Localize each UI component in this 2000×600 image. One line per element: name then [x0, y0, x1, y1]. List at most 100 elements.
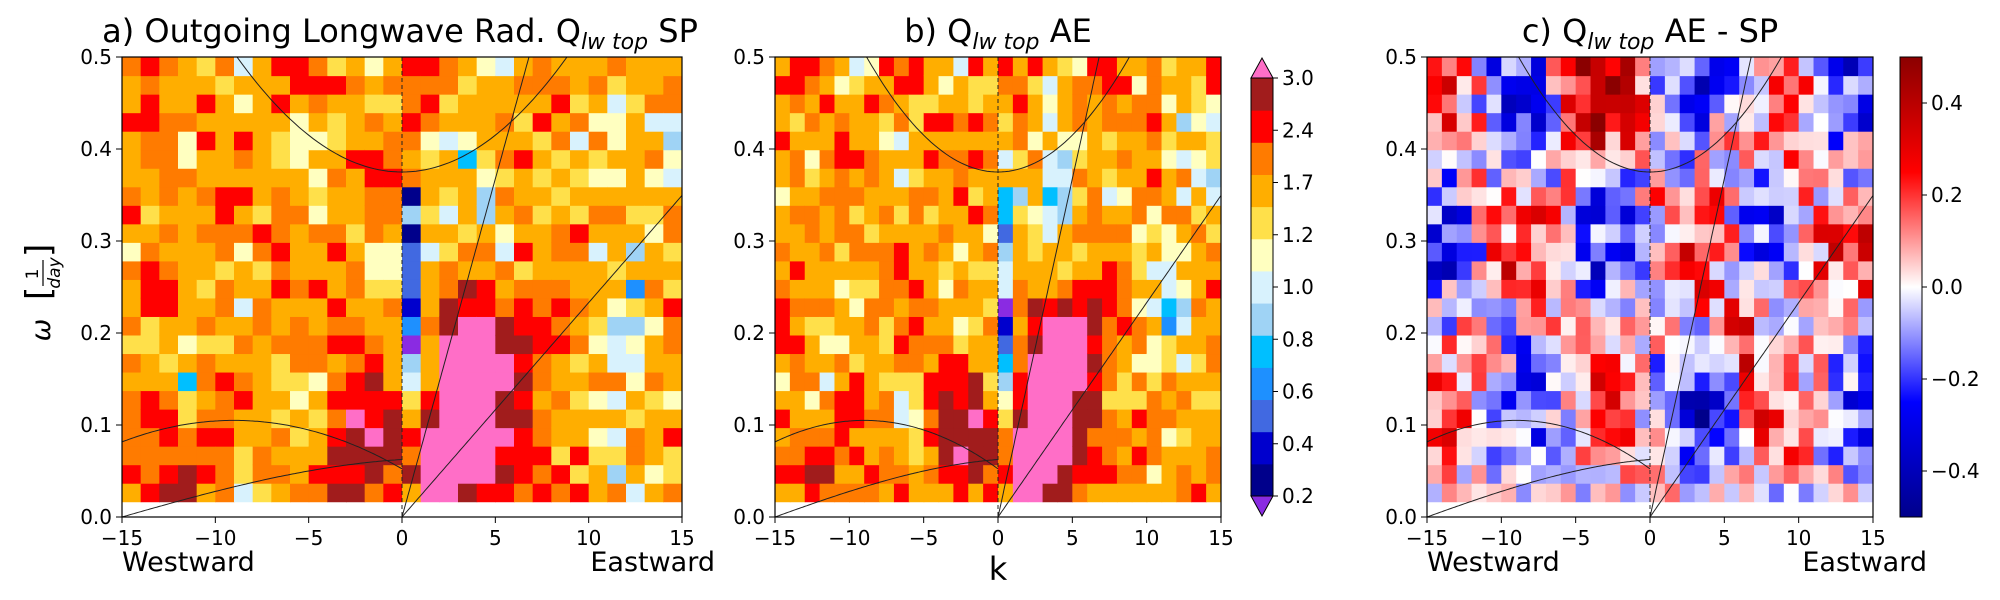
field-cell: [1724, 223, 1740, 243]
field-cell: [626, 149, 646, 169]
field-cell: [458, 186, 478, 206]
field-cell: [308, 242, 328, 262]
field-cell: [644, 242, 664, 262]
field-cell: [1858, 75, 1873, 95]
field-cell: [1471, 186, 1488, 206]
field-cell: [1545, 186, 1562, 206]
field-cell: [420, 260, 440, 280]
field-cell: [1664, 409, 1681, 429]
field-cell: [290, 409, 310, 429]
field-cell: [834, 223, 850, 243]
field-cell: [893, 334, 910, 355]
field-cell: [1057, 94, 1073, 114]
field-cell: [1858, 353, 1873, 373]
field-cell: [402, 464, 422, 484]
field-cell: [439, 446, 459, 466]
field-cell: [1724, 186, 1740, 206]
field-cell: [495, 94, 515, 114]
field-cell: [1516, 316, 1532, 336]
field-cell: [588, 242, 608, 262]
field-cell: [1176, 427, 1192, 447]
field-cell: [908, 409, 925, 429]
field-cell: [215, 297, 235, 317]
field-cell: [1754, 149, 1770, 169]
field-cell: [1664, 483, 1681, 503]
field-cell: [458, 75, 478, 95]
x-tick-label: 10: [576, 526, 601, 550]
field-cell: [1176, 334, 1192, 355]
field-cell: [1798, 334, 1815, 355]
field-cell: [420, 390, 440, 410]
field-cell: [178, 57, 198, 77]
field-cell: [1635, 427, 1651, 447]
field-cell: [1012, 464, 1029, 484]
field-cell: [789, 57, 806, 77]
field-cell: [1146, 168, 1163, 188]
field-cell: [1724, 446, 1740, 466]
field-cell: [1042, 112, 1059, 132]
field-cell: [1427, 353, 1443, 373]
field-cell: [570, 242, 590, 262]
field-cell: [804, 242, 821, 262]
field-cell: [923, 297, 940, 317]
field-cell: [1131, 168, 1148, 188]
field-cell: [1087, 112, 1103, 132]
field-cell: [1739, 464, 1755, 484]
field-cell: [879, 297, 895, 317]
field-cell: [1739, 149, 1755, 169]
field-cell: [879, 316, 895, 336]
field-cell: [290, 371, 310, 392]
panel-c-field: [1427, 57, 1873, 503]
field-cell: [1545, 464, 1562, 484]
field-cell: [1679, 316, 1696, 336]
field-cell: [1116, 464, 1133, 484]
field-cell: [1072, 75, 1088, 95]
field-cell: [1471, 353, 1488, 373]
field-cell: [983, 205, 999, 225]
field-cell: [439, 168, 459, 188]
field-cell: [252, 297, 272, 317]
field-cell: [663, 75, 682, 95]
field-cell: [196, 334, 216, 355]
field-cell: [1620, 205, 1636, 225]
field-cell: [1590, 112, 1606, 132]
field-cell: [775, 57, 791, 77]
field-cell: [364, 427, 384, 447]
field-cell: [1560, 353, 1577, 373]
field-cell: [1057, 57, 1073, 77]
field-cell: [1650, 94, 1666, 114]
field-cell: [383, 316, 403, 336]
field-cell: [252, 483, 272, 503]
field-cell: [968, 483, 984, 503]
field-cell: [1560, 390, 1577, 410]
field-cell: [1545, 334, 1562, 355]
field-cell: [849, 446, 865, 466]
field-cell: [1545, 446, 1562, 466]
field-cell: [1590, 242, 1606, 262]
field-cell: [1427, 242, 1443, 262]
field-cell: [402, 94, 422, 114]
field-cell: [1843, 297, 1859, 317]
field-cell: [1724, 131, 1740, 151]
field-cell: [1027, 483, 1044, 503]
field-cell: [402, 279, 422, 299]
field-cell: [938, 168, 954, 188]
field-cell: [804, 205, 821, 225]
field-cell: [402, 186, 422, 206]
field-cell: [663, 297, 682, 317]
field-cell: [644, 223, 664, 243]
field-cell: [1783, 446, 1800, 466]
field-cell: [420, 464, 440, 484]
field-cell: [1709, 446, 1725, 466]
field-cell: [122, 112, 142, 132]
field-cell: [346, 242, 366, 262]
field-cell: [849, 94, 865, 114]
field-cell: [1605, 112, 1621, 132]
field-cell: [1635, 390, 1651, 410]
field-cell: [1116, 242, 1133, 262]
field-cell: [983, 168, 999, 188]
field-cell: [893, 94, 910, 114]
panel-a-title: a) Outgoing Longwave Rad. Qlw top SP: [102, 12, 698, 55]
x-tick-label: −15: [101, 526, 143, 550]
field-cell: [804, 112, 821, 132]
